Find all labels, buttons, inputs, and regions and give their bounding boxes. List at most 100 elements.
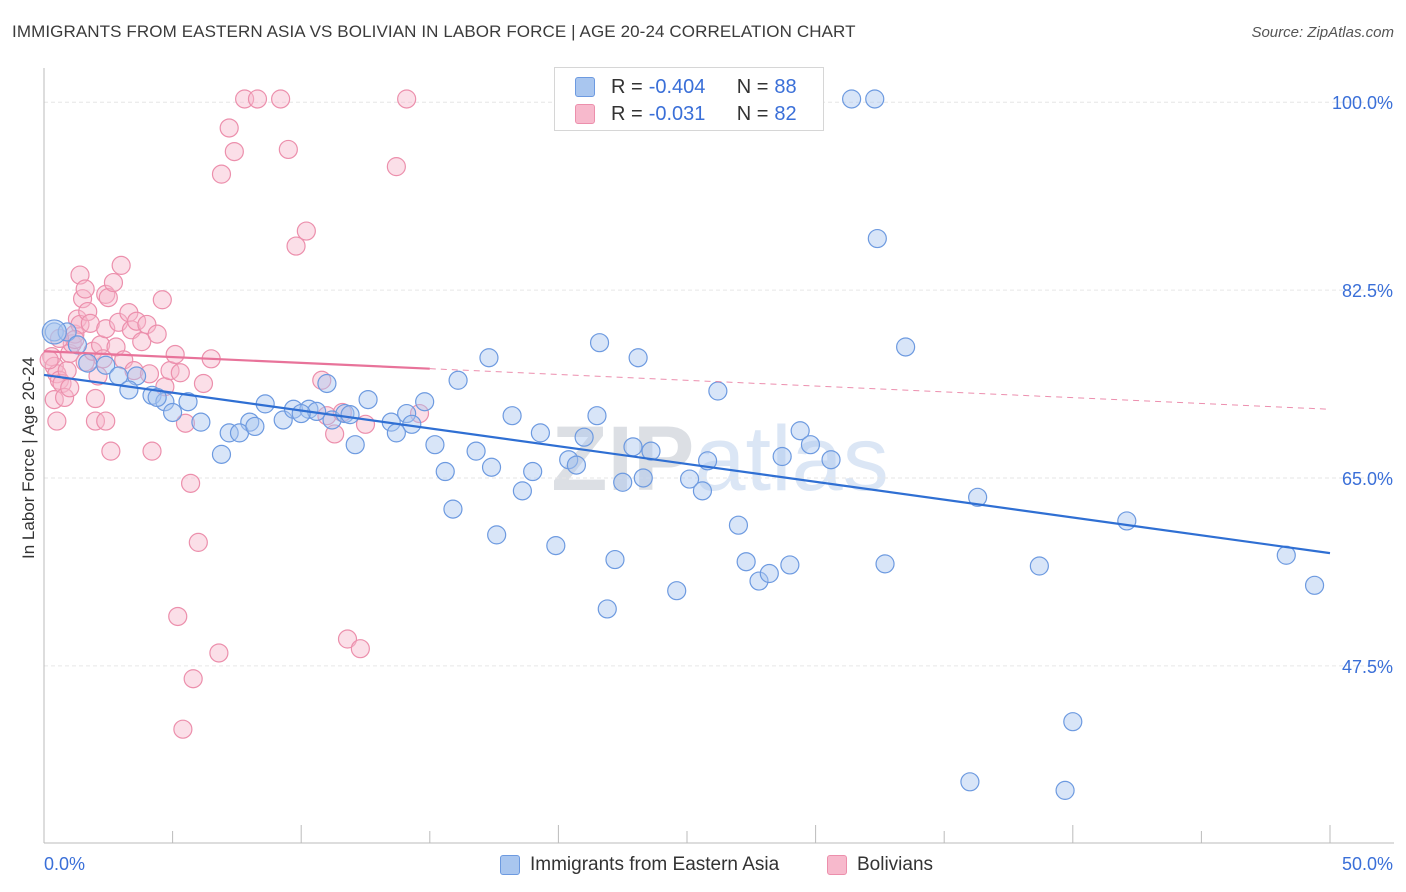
scatter-point [968,487,988,507]
scatter-point [340,405,360,425]
scatter-point [80,313,100,333]
scatter-point [119,380,139,400]
scatter-point [448,370,468,390]
legend-n-value: 88 [774,75,797,98]
scatter-point [1304,575,1325,595]
watermark: ZIPatlas [551,408,888,510]
scatter-point [867,228,887,249]
scatter-point [173,719,193,739]
scatter-point [88,366,108,386]
series-bolivians [39,89,430,739]
y-tick-label: 65.0% [1342,469,1393,489]
scatter-point [103,272,124,293]
scatter-point [443,499,463,519]
scatter-point [415,392,435,412]
scatter-point [126,311,147,331]
scatter-point [78,301,98,322]
scatter-point [96,411,116,431]
scatter-point [479,348,499,368]
legend-r-label: R = [611,75,643,98]
scatter-point [132,332,152,352]
axes [43,68,1394,844]
scatter-point [211,164,232,184]
scatter-point [736,552,756,572]
scatter-point [865,89,885,109]
legend-r-label: R = [611,102,643,125]
scatter-point [142,441,162,461]
legend-swatch [827,855,847,875]
scatter-point [425,435,445,455]
legend-n-label: N = [736,75,769,98]
scatter-point [163,402,183,423]
scatter-point [1055,780,1075,800]
scatter-point [896,337,916,357]
scatter-point [633,468,653,488]
scatter-point [286,236,306,256]
stats-legend: R = -0.404 N = 88 R = -0.031 N = 82 [554,67,824,131]
legend-label: Immigrants from Eastern Asia [530,854,780,875]
scatter-point [317,373,337,394]
scatter-point [211,444,232,464]
legend-n-label: N = [736,102,769,125]
scatter-point [574,427,594,447]
scatter-point [165,344,185,365]
scatter-point [597,599,617,619]
scatter-point [790,421,810,441]
scatter-point [175,413,196,433]
scatter-point [39,350,59,370]
scatter-point [1063,712,1083,732]
scatter-point [168,606,188,627]
scatter-point [219,118,239,138]
scatter-point [101,441,121,461]
legend-swatch [500,855,520,875]
trend-line-dashed [429,368,1331,410]
chart-title: IMMIGRANTS FROM EASTERN ASIA VS BOLIVIAN… [12,22,856,41]
scatter-point [278,139,298,160]
scatter-point [523,461,543,482]
scatter-point [589,333,610,353]
scatter-point [85,411,106,431]
scatter-point [587,406,607,426]
x-tick-label-max: 50.0% [1342,854,1393,874]
trend-line-solid [43,350,430,370]
scatter-point [386,157,406,177]
scatter-point [271,89,291,109]
scatter-point [605,549,625,570]
scatter-point [96,284,116,304]
scatter-point [75,279,95,299]
scatter-point [466,441,486,461]
scatter-point [345,435,365,455]
scatter-point [152,290,172,310]
scatter-point [98,288,118,308]
scatter-point [337,629,358,649]
scatter-point [960,772,980,792]
legend-swatch-eastern-asia [575,77,595,97]
legend-row-bolivians: R = -0.031 N = 82 [575,101,797,127]
scatter-point [41,319,67,345]
trend-line-solid [43,373,1331,555]
scatter-point [245,416,265,437]
legend-n-value: 82 [774,102,797,125]
scatter-point [772,446,792,467]
scatter-point [566,455,587,475]
scatter-point [530,423,550,443]
scatter-point [96,355,116,375]
scatter-point [54,387,75,408]
legend-label: Bolivians [857,854,934,875]
scatter-point [623,437,643,457]
legend-item-bolivians: Bolivians [827,852,933,878]
scatter-point [397,89,417,109]
scatter-point [397,403,417,424]
watermark-atlas: atlas [694,408,888,510]
scatter-point [147,324,167,344]
tick-labels: 47.5% 65.0% 82.5% 100.0% 0.0% 50.0% [44,93,1393,874]
y-tick-label: 100.0% [1332,93,1393,113]
scatter-point [178,392,198,412]
scatter-point [546,536,566,556]
scatter-point [296,221,316,241]
scatter-point [759,563,779,584]
scatter-point [78,353,98,373]
scatter-point [111,255,131,275]
scatter-point [325,424,345,444]
trend-lines [43,350,1331,555]
